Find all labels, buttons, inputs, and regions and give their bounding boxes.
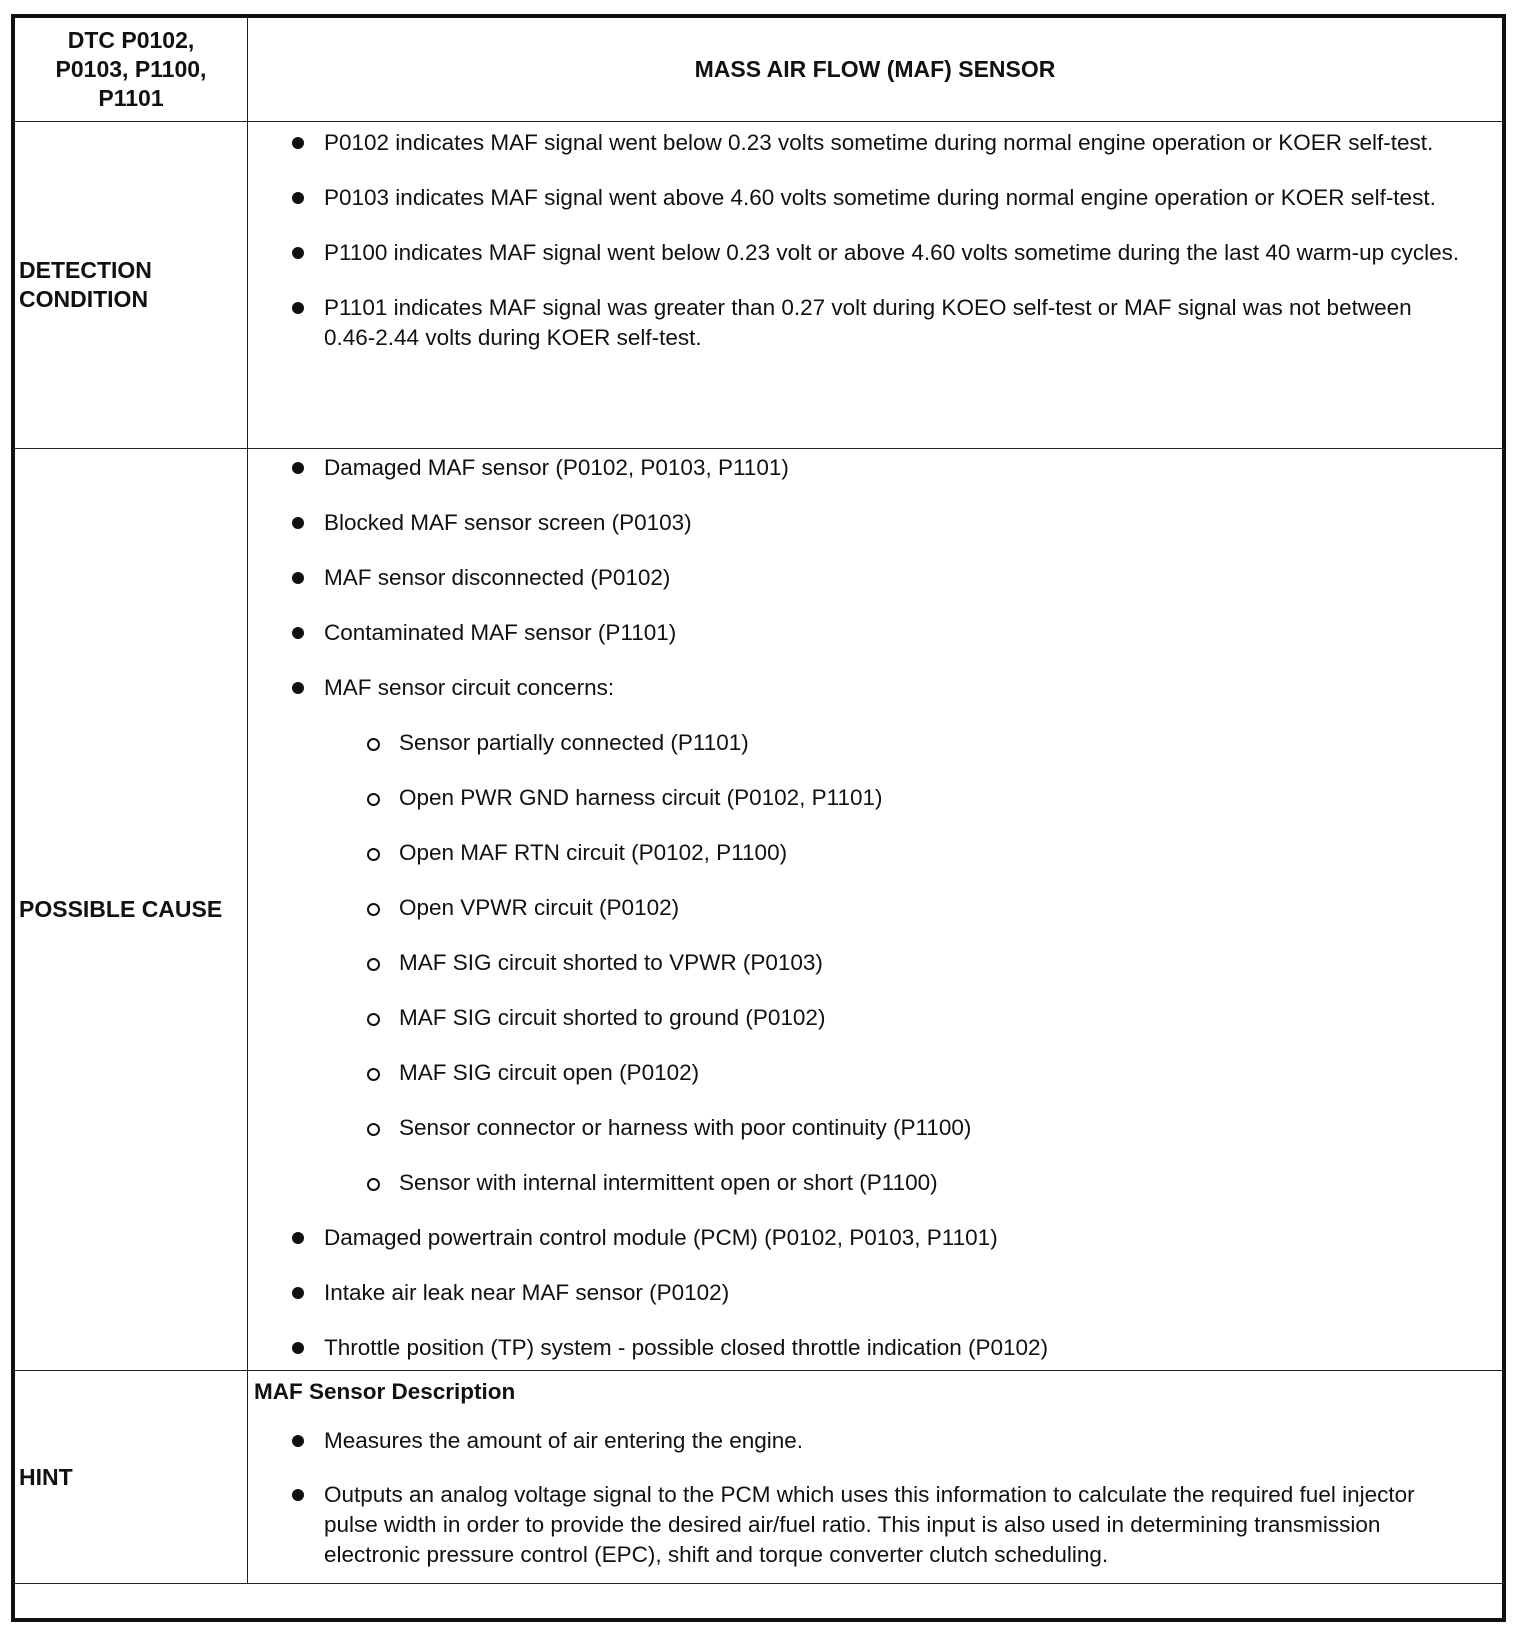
detection-label: DETECTION CONDITION — [15, 122, 248, 448]
item-text: MAF sensor circuit concerns: — [324, 675, 615, 700]
item-text: Outputs an analog voltage signal to the … — [324, 1482, 1415, 1567]
list-item: P1101 indicates MAF signal was greater t… — [248, 293, 1502, 353]
list-item: MAF sensor disconnected (P0102) — [248, 563, 1502, 618]
item-text: Damaged MAF sensor (P0102, P0103, P1101) — [324, 455, 789, 480]
hollow-bullet-icon — [367, 738, 380, 751]
item-text: Sensor partially connected (P1101) — [399, 730, 749, 755]
item-text: MAF SIG circuit shorted to VPWR (P0103) — [399, 950, 823, 975]
list-item: P0103 indicates MAF signal went above 4.… — [248, 183, 1502, 213]
item-text: P0102 indicates MAF signal went below 0.… — [324, 130, 1434, 155]
item-text: Open VPWR circuit (P0102) — [399, 895, 680, 920]
list-item: Measures the amount of air entering the … — [248, 1426, 1502, 1456]
dtc-codes: DTC P0102, P0103, P1100, P1101 — [15, 18, 248, 121]
item-text: MAF SIG circuit open (P0102) — [399, 1060, 700, 1085]
bullet-icon — [292, 627, 304, 639]
header-row: DTC P0102, P0103, P1100, P1101 MASS AIR … — [15, 18, 1502, 122]
hollow-bullet-icon — [367, 958, 380, 971]
item-text: P1101 indicates MAF signal was greater t… — [324, 295, 1412, 350]
list-item: Outputs an analog voltage signal to the … — [248, 1480, 1502, 1570]
bullet-icon — [292, 137, 304, 149]
table-title: MASS AIR FLOW (MAF) SENSOR — [694, 56, 1056, 82]
list-item: Contaminated MAF sensor (P1101) — [248, 618, 1502, 673]
bullet-icon — [292, 1232, 304, 1244]
item-text: Blocked MAF sensor screen (P0103) — [324, 510, 692, 535]
list-item: Damaged MAF sensor (P0102, P0103, P1101) — [248, 453, 1502, 508]
cause-row: POSSIBLE CAUSE Damaged MAF sensor (P0102… — [15, 449, 1502, 1371]
hollow-bullet-icon — [367, 848, 380, 861]
item-text: MAF sensor disconnected (P0102) — [324, 565, 671, 590]
item-text: Open MAF RTN circuit (P0102, P1100) — [399, 840, 788, 865]
list-item: P1100 indicates MAF signal went below 0.… — [248, 238, 1502, 268]
hint-title: MAF Sensor Description — [254, 1379, 516, 1404]
list-item: MAF SIG circuit shorted to ground (P0102… — [248, 1003, 1502, 1058]
list-item: MAF sensor circuit concerns: — [248, 673, 1502, 728]
detection-row: DETECTION CONDITION P0102 indicates MAF … — [15, 122, 1502, 449]
bullet-icon — [292, 192, 304, 204]
item-text: MAF SIG circuit shorted to ground (P0102… — [399, 1005, 826, 1030]
list-item: Sensor connector or harness with poor co… — [248, 1113, 1502, 1168]
list-item: P0102 indicates MAF signal went below 0.… — [248, 128, 1502, 158]
item-text: Measures the amount of air entering the … — [324, 1428, 804, 1453]
cause-label: POSSIBLE CAUSE — [15, 449, 248, 1370]
list-item: Throttle position (TP) system - possible… — [248, 1333, 1502, 1388]
bullet-icon — [292, 1287, 304, 1299]
empty-row — [15, 1584, 1502, 1618]
bullet-icon — [292, 1489, 304, 1501]
item-text: Contaminated MAF sensor (P1101) — [324, 620, 677, 645]
hollow-bullet-icon — [367, 1123, 380, 1136]
list-item: Intake air leak near MAF sensor (P0102) — [248, 1278, 1502, 1333]
list-item: Open VPWR circuit (P0102) — [248, 893, 1502, 948]
hollow-bullet-icon — [367, 1013, 380, 1026]
hollow-bullet-icon — [367, 1178, 380, 1191]
list-item: Blocked MAF sensor screen (P0103) — [248, 508, 1502, 563]
bullet-icon — [292, 572, 304, 584]
item-text: Throttle position (TP) system - possible… — [324, 1335, 1049, 1360]
hollow-bullet-icon — [367, 793, 380, 806]
item-text: P0103 indicates MAF signal went above 4.… — [324, 185, 1436, 210]
bullet-icon — [292, 462, 304, 474]
hollow-bullet-icon — [367, 903, 380, 916]
bullet-icon — [292, 302, 304, 314]
bullet-icon — [292, 247, 304, 259]
item-text: Open PWR GND harness circuit (P0102, P11… — [399, 785, 883, 810]
item-text: Intake air leak near MAF sensor (P0102) — [324, 1280, 730, 1305]
detection-list: P0102 indicates MAF signal went below 0.… — [248, 128, 1502, 353]
dtc-table: DTC P0102, P0103, P1100, P1101 MASS AIR … — [11, 14, 1506, 1622]
bullet-icon — [292, 517, 304, 529]
list-item: Sensor with internal intermittent open o… — [248, 1168, 1502, 1223]
list-item: MAF SIG circuit shorted to VPWR (P0103) — [248, 948, 1502, 1003]
bullet-icon — [292, 1435, 304, 1447]
list-item: Open PWR GND harness circuit (P0102, P11… — [248, 783, 1502, 838]
list-item: Open MAF RTN circuit (P0102, P1100) — [248, 838, 1502, 893]
hint-row: HINT MAF Sensor Description Measures the… — [15, 1371, 1502, 1584]
item-text: Damaged powertrain control module (PCM) … — [324, 1225, 998, 1250]
list-item: MAF SIG circuit open (P0102) — [248, 1058, 1502, 1113]
cause-list: Damaged MAF sensor (P0102, P0103, P1101)… — [248, 453, 1502, 1388]
item-text: Sensor connector or harness with poor co… — [399, 1115, 972, 1140]
list-item: Sensor partially connected (P1101) — [248, 728, 1502, 783]
list-item: Damaged powertrain control module (PCM) … — [248, 1223, 1502, 1278]
bullet-icon — [292, 1342, 304, 1354]
item-text: P1100 indicates MAF signal went below 0.… — [324, 240, 1460, 265]
hollow-bullet-icon — [367, 1068, 380, 1081]
bullet-icon — [292, 682, 304, 694]
hint-list: Measures the amount of air entering the … — [248, 1426, 1502, 1570]
hint-label: HINT — [15, 1371, 248, 1583]
item-text: Sensor with internal intermittent open o… — [399, 1170, 938, 1195]
